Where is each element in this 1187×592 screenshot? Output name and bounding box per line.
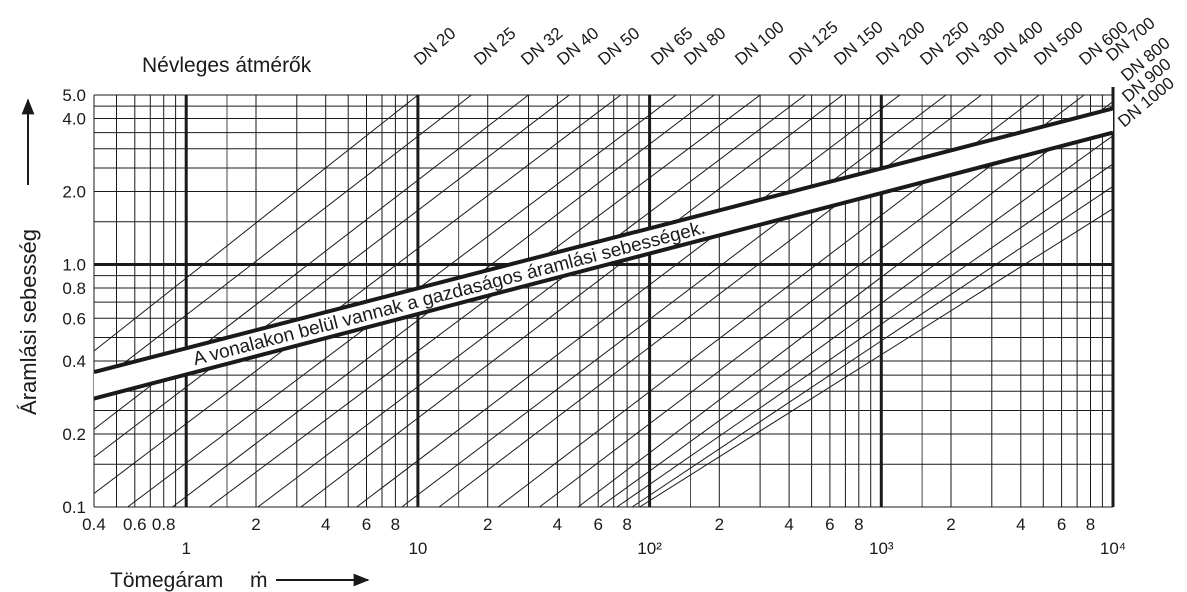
y-tick-label: 0.8: [62, 279, 86, 298]
economic-band-label: A vonalakon belül vannak a gazdaságos ár…: [191, 217, 708, 370]
chart-title: Névleges átmérők: [142, 54, 312, 77]
x-tick-label: 2: [715, 515, 724, 534]
x-tick-label: 2: [946, 515, 955, 534]
x-tick-label: 2: [251, 515, 260, 534]
x-tick-label: 10²: [637, 539, 662, 558]
dn-label: DN 100: [731, 17, 787, 69]
dn-line: [94, 95, 571, 458]
y-axis-label: Áramlási sebesség: [16, 229, 41, 415]
dn-line: [94, 95, 473, 387]
dn-line: [631, 185, 1113, 507]
x-tick-label: 8: [391, 515, 400, 534]
x-tick-label: 2: [483, 515, 492, 534]
x-tick-label: 6: [593, 515, 602, 534]
dn-line: [438, 95, 983, 507]
y-tick-label: 1.0: [62, 256, 86, 275]
dn-line: [356, 95, 901, 507]
economic-band: [94, 106, 1113, 401]
x-axis-label: Tömegáram: [110, 569, 223, 592]
dn-label: DN 20: [410, 24, 459, 70]
dn-line: [94, 95, 622, 495]
x-tick-label: 8: [622, 515, 631, 534]
dn-line: [257, 95, 807, 507]
plot-area: A vonalakon belül vannak a gazdaságos ár…: [93, 87, 1115, 508]
y-tick-label: 0.1: [62, 498, 86, 517]
x-tick-label: 10⁴: [1100, 539, 1126, 558]
dn-line: [94, 95, 530, 430]
x-axis-label-group: Tömegáram ṁ: [110, 569, 370, 592]
economic-band-upper: [94, 106, 1113, 375]
dn-line: [616, 163, 1113, 507]
x-tick-label: 0.6: [123, 515, 147, 534]
economic-band-fill: [94, 108, 1113, 399]
dn-label: DN 40: [553, 24, 602, 70]
x-tick-label: 0.4: [82, 515, 106, 534]
x-tick-label: 8: [854, 515, 863, 534]
y-tick-label: 0.4: [62, 352, 86, 371]
y-tick-label: 0.6: [62, 309, 86, 328]
dn-label: DN 125: [785, 17, 841, 69]
dn-line: [94, 95, 419, 352]
x-tick-label: 6: [825, 515, 834, 534]
x-tick-label: 4: [1016, 515, 1025, 534]
dn-line: [497, 95, 1040, 507]
y-axis-label-group: Áramlási sebesség: [16, 98, 41, 415]
y-tick-label: 5.0: [62, 86, 86, 105]
dn-label: DN 50: [594, 24, 643, 70]
dn-line: [639, 208, 1113, 507]
y-tick-label: 4.0: [62, 110, 86, 129]
y-tick-label: 2.0: [62, 183, 86, 202]
dn-line: [300, 95, 844, 507]
x-tick-label: 6: [362, 515, 371, 534]
x-tick-label: 10³: [869, 539, 894, 558]
y-tick-label: 0.2: [62, 425, 86, 444]
x-tick-label: 1: [181, 539, 190, 558]
x-tick-label: 6: [1057, 515, 1066, 534]
x-tick-label: 4: [321, 515, 330, 534]
x-axis-symbol: ṁ: [250, 569, 268, 592]
x-tick-label: 10: [408, 539, 427, 558]
dn-label: DN 25: [470, 24, 519, 70]
tick-labels: 0.4 0.6 0.8 1 2 4 6 8 10 2 4 6 8 10² 2 4 6 8 10³ 2 4 6 8 10⁴ 0.1…: [62, 86, 1126, 558]
x-tick-label: 4: [784, 515, 793, 534]
x-tick-label: 8: [1086, 515, 1095, 534]
x-tick-label: 4: [553, 515, 562, 534]
dn-line: [401, 95, 947, 507]
economic-band-lower: [94, 130, 1113, 401]
x-tick-label: 0.8: [152, 515, 176, 534]
dn-line: [599, 135, 1113, 507]
